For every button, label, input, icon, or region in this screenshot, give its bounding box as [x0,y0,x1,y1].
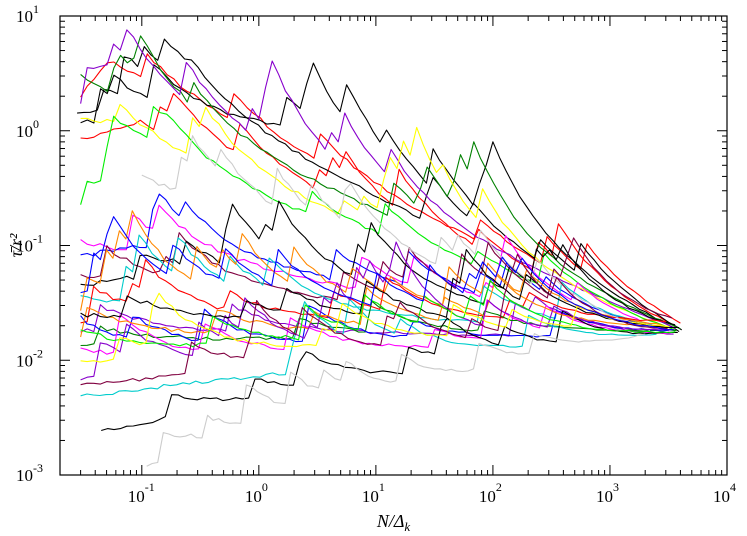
y-tick-exp: 1 [33,2,39,16]
y-tick-exp: -3 [33,461,43,475]
series-line-4 [80,62,680,333]
labels-layer: 10 -1 10 0 10 1 10 2 10 3 10 410 -310 -210 -110 010 1 [16,2,736,506]
series-line-22 [146,333,646,467]
y-tick-exp: -1 [33,232,43,246]
x-tick-exp: 4 [730,480,736,494]
series-line-14 [80,210,663,326]
x-tick-exp: -1 [145,480,155,494]
y-tick-label: 10 [16,466,33,485]
x-tick-exp: 1 [379,480,385,494]
series-line-26 [80,249,680,329]
series-layer [77,29,682,467]
y-tick-exp: -2 [33,346,43,360]
series-line-8 [80,106,677,332]
series-line-29 [80,253,668,386]
series-line-28 [80,292,670,363]
series-line-21 [101,310,678,432]
x-tick-exp: 0 [262,480,268,494]
x-tick-label: 10 [362,487,379,506]
y-tick-label: 10 [16,351,33,370]
x-tick-label: 10 [479,487,496,506]
series-line-10 [80,193,671,331]
series-line-12 [80,200,676,326]
series-line-27 [80,279,676,348]
y-tick-exp: 0 [33,117,39,131]
series-line-1 [80,53,681,324]
y-tick-label: 10 [16,237,33,256]
series-line-17 [80,300,677,347]
series-line-19 [80,299,671,355]
x-tick-exp: 3 [613,480,619,494]
x-axis-label: N/Δk [376,511,411,534]
series-line-13 [80,234,666,329]
series-line-16 [80,296,674,337]
series-line-30 [80,216,674,331]
y-tick-label: 10 [16,122,33,141]
x-tick-label: 10 [128,487,145,506]
ticks-layer [59,15,728,476]
x-tick-label: 10 [596,487,613,506]
x-tick-label: 10 [713,487,730,506]
series-line-7 [80,103,674,330]
plot-frame [59,15,728,476]
x-tick-label: 10 [245,487,262,506]
y-axis-label: τ̄/r² [6,233,26,257]
series-line-15 [80,259,666,324]
x-tick-exp: 2 [496,480,502,494]
series-line-9 [80,204,670,332]
y-tick-label: 10 [16,7,33,26]
